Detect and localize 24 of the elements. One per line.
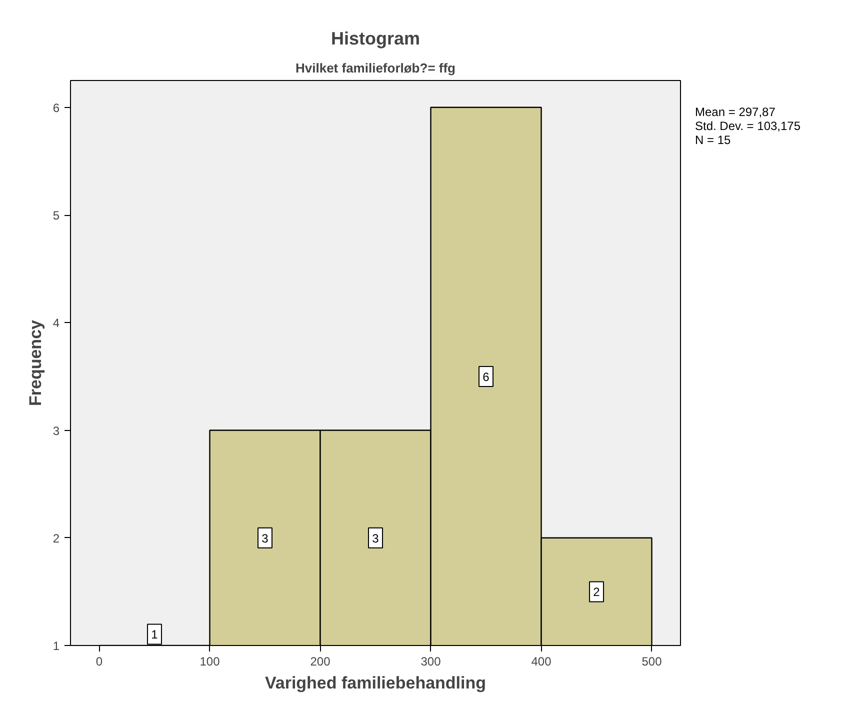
- x-tick-label: 400: [531, 654, 552, 668]
- text: Std. Dev. = 103,175: [695, 119, 801, 133]
- data-label: 1: [151, 628, 158, 642]
- x-axis-title: Varighed familiebehandling: [264, 674, 486, 692]
- x-tick-label: 200: [310, 654, 331, 668]
- x-tick-label: 500: [642, 654, 662, 668]
- x-tick-label: 0: [96, 654, 103, 668]
- data-label: 2: [593, 585, 600, 600]
- x-tick-label: 100: [200, 654, 220, 668]
- y-tick-label: 1: [52, 639, 60, 653]
- data-label: 3: [372, 531, 380, 546]
- chart-subtitle: Hvilket familieforløb?= ffg: [296, 60, 456, 76]
- text: Mean = 297,87: [695, 105, 776, 119]
- chart-title: Histogram: [330, 28, 420, 48]
- x-tick-label: 300: [420, 654, 442, 668]
- y-axis-title: Frequency: [26, 319, 45, 406]
- data-label: 6: [482, 370, 490, 384]
- y-tick-label: 5: [52, 208, 60, 223]
- y-tick-label: 2: [52, 531, 60, 546]
- y-tick-label: 3: [52, 424, 60, 438]
- data-label: 3: [262, 531, 269, 546]
- text: N = 15: [695, 133, 731, 147]
- y-tick-label: 4: [52, 316, 60, 330]
- y-tick-label: 6: [52, 100, 60, 115]
